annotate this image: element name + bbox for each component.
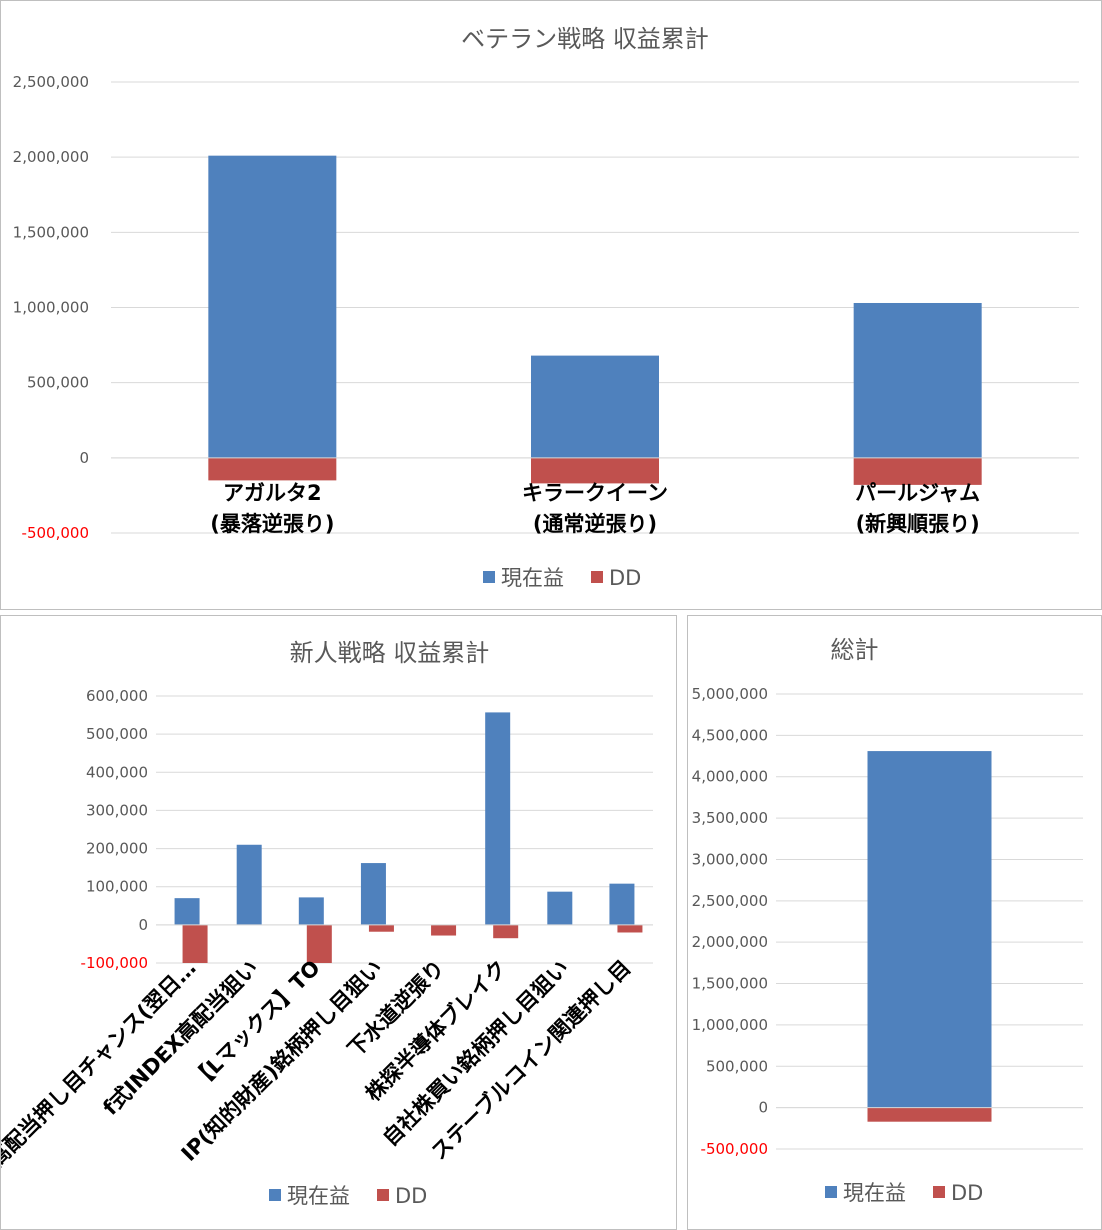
legend-label-dd: DD xyxy=(609,566,641,590)
y-tick-label: 200,000 xyxy=(86,840,148,858)
y-tick-label: 400,000 xyxy=(86,763,148,781)
legend-swatch-current xyxy=(825,1186,837,1198)
chart-title: 新人戦略 収益累計 xyxy=(290,639,490,667)
chart-layer: 新人戦略 収益累計 -100,000 0 100,000 200,000 300,000 4… xyxy=(1,639,653,1208)
bar-current xyxy=(853,302,982,458)
y-tick-label: 3,500,000 xyxy=(692,809,768,827)
y-tick-label: 0 xyxy=(758,1099,768,1117)
legend-swatch-dd xyxy=(377,1189,389,1201)
y-tick-label: 2,500,000 xyxy=(692,892,768,910)
y-tick-label: 0 xyxy=(138,916,148,934)
legend-swatch-dd xyxy=(591,571,603,583)
chart-layer: 総計 -500,000 0 500,000 1,000,000 1,500,000 2,00… xyxy=(692,636,1083,1205)
veteran-chart-panel: ベテラン戦略 収益累計 -500,000 0 500,000 1,000,000 1,50… xyxy=(0,0,1102,610)
y-tick-label: 1,000,000 xyxy=(692,1016,768,1034)
bar-current xyxy=(208,155,337,458)
rookie-chart: 新人戦略 収益累計 -100,000 0 100,000 200,000 300,000 4… xyxy=(1,639,653,1208)
y-tick-label: 1,500,000 xyxy=(692,975,768,993)
category-label: (通常逆張り) xyxy=(533,512,657,536)
legend-swatch-current xyxy=(269,1189,281,1201)
bar-dd xyxy=(493,924,519,939)
legend-label-current: 現在益 xyxy=(843,1181,906,1205)
y-tick-label: 500,000 xyxy=(86,725,148,743)
legend-swatch-current xyxy=(483,571,495,583)
bar-current xyxy=(174,898,200,925)
y-tick-label: -100,000 xyxy=(81,954,148,972)
y-tick-label: 500,000 xyxy=(27,374,89,392)
bar-dd xyxy=(531,457,659,484)
category-label: パールジャム xyxy=(855,481,980,505)
chart-title: 総計 xyxy=(831,636,879,664)
bar-current xyxy=(298,897,324,925)
bar-current xyxy=(867,751,992,1108)
bar-dd xyxy=(368,924,394,932)
y-tick-label: -500,000 xyxy=(22,524,89,542)
y-tick-label: 100,000 xyxy=(86,878,148,896)
bar-current xyxy=(547,891,573,925)
bar-dd xyxy=(306,924,332,963)
y-tick-label: 4,000,000 xyxy=(692,768,768,786)
total-chart: 総計 -500,000 0 500,000 1,000,000 1,500,000 2,00… xyxy=(692,636,1083,1205)
rookie-chart-panel: 新人戦略 収益累計 -100,000 0 100,000 200,000 300,000 4… xyxy=(0,615,677,1230)
y-tick-label: 4,500,000 xyxy=(692,726,768,744)
y-tick-label: 2,000,000 xyxy=(13,148,89,166)
y-tick-label: 300,000 xyxy=(86,801,148,819)
y-tick-label: 0 xyxy=(79,449,89,467)
bar-dd xyxy=(867,1107,992,1122)
total-chart-panel: 総計 -500,000 0 500,000 1,000,000 1,500,000 2,00… xyxy=(687,615,1102,1230)
legend-label-dd: DD xyxy=(951,1181,983,1205)
y-tick-label: -500,000 xyxy=(701,1140,768,1158)
category-label: (暴落逆張り) xyxy=(210,512,334,536)
category-label: (新興順張り) xyxy=(856,512,980,536)
bar-dd xyxy=(617,924,643,933)
bar-dd xyxy=(853,457,982,485)
legend-label-dd: DD xyxy=(395,1184,427,1208)
category-label: アガルタ2 xyxy=(223,481,322,505)
y-tick-label: 1,000,000 xyxy=(13,299,89,317)
veteran-chart: ベテラン戦略 収益累計 -500,000 0 500,000 1,000,000 1,50… xyxy=(13,25,1079,590)
bar-current xyxy=(236,844,262,925)
y-tick-label: 1,500,000 xyxy=(13,223,89,241)
category-label: キラークイーン xyxy=(522,481,668,505)
legend-label-current: 現在益 xyxy=(287,1184,350,1208)
bar-current xyxy=(360,863,386,925)
bar-current xyxy=(531,355,659,458)
y-tick-label: 2,000,000 xyxy=(692,933,768,951)
chart-title: ベテラン戦略 収益累計 xyxy=(461,25,709,53)
bar-dd xyxy=(431,924,457,936)
chart-layer: ベテラン戦略 収益累計 -500,000 0 500,000 1,000,000 1,50… xyxy=(13,25,1079,590)
legend-swatch-dd xyxy=(933,1186,945,1198)
y-tick-label: 5,000,000 xyxy=(692,685,768,703)
y-tick-label: 3,000,000 xyxy=(692,850,768,868)
y-tick-label: 500,000 xyxy=(706,1057,768,1075)
bar-current xyxy=(485,712,511,925)
legend-label-current: 現在益 xyxy=(501,566,564,590)
y-tick-label: 600,000 xyxy=(86,687,148,705)
bar-dd xyxy=(208,457,337,481)
bar-current xyxy=(609,883,635,925)
y-tick-label: 2,500,000 xyxy=(13,73,89,91)
bar-dd xyxy=(182,924,208,963)
